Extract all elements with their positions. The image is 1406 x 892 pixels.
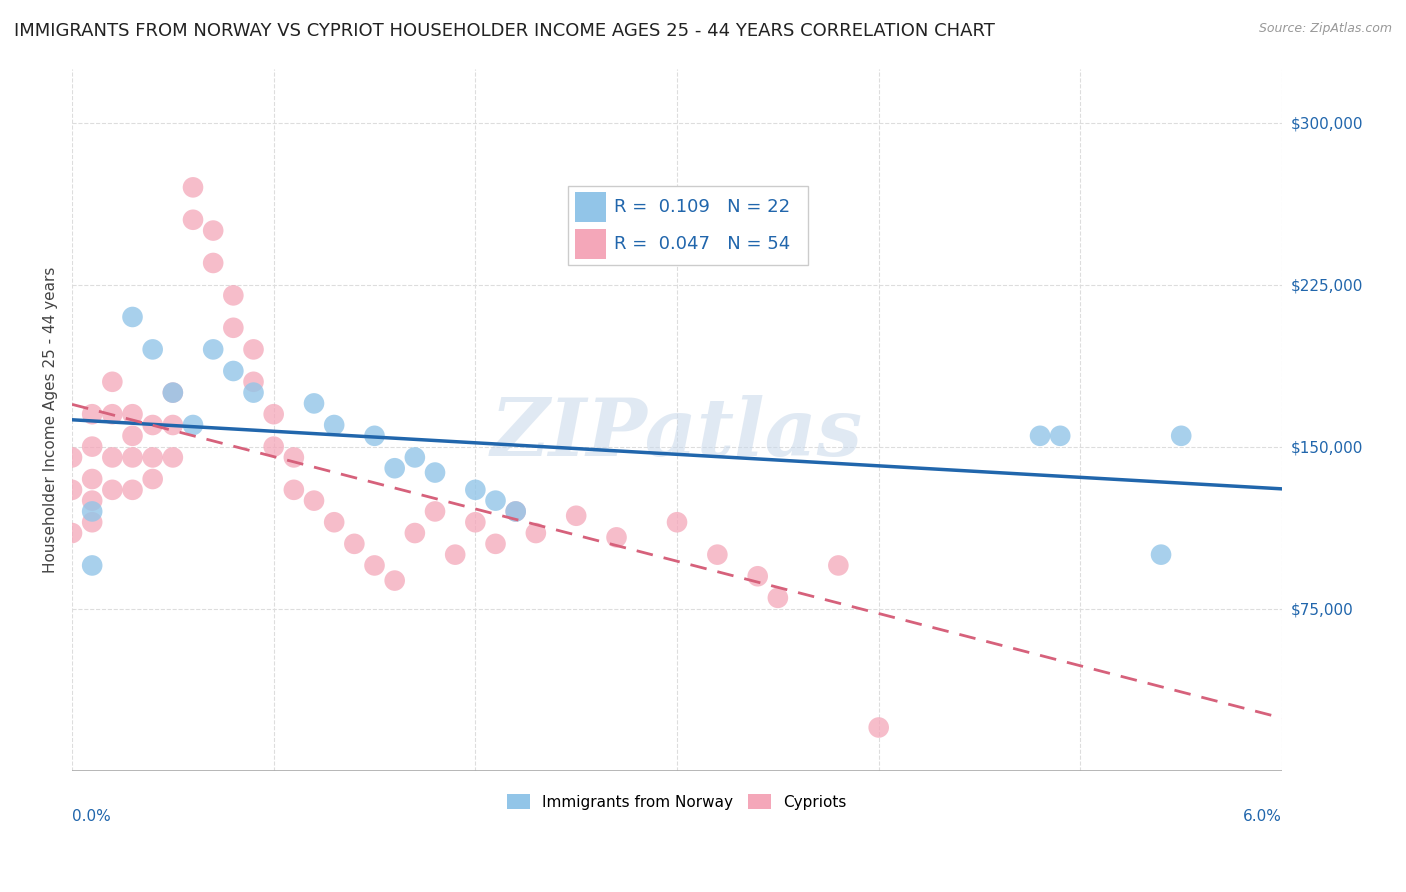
Point <box>1029 429 1052 443</box>
Point <box>384 574 406 588</box>
Point <box>423 504 446 518</box>
Point <box>181 212 204 227</box>
Point <box>181 180 204 194</box>
Point <box>404 526 426 541</box>
Point <box>283 450 305 465</box>
Point <box>82 493 104 508</box>
Point <box>766 591 789 605</box>
Point <box>60 450 83 465</box>
Text: ZIPatlas: ZIPatlas <box>491 395 863 473</box>
Point <box>323 417 346 432</box>
Point <box>202 256 225 270</box>
Point <box>121 407 143 421</box>
Point <box>121 483 143 497</box>
Point <box>464 515 486 529</box>
Point <box>464 483 486 497</box>
Point <box>1150 548 1173 562</box>
Point <box>363 429 385 443</box>
Point <box>101 450 124 465</box>
Point <box>82 515 104 529</box>
Point <box>706 548 728 562</box>
Point <box>82 472 104 486</box>
Point <box>384 461 406 475</box>
Point <box>101 375 124 389</box>
Point <box>242 385 264 400</box>
Point <box>142 472 165 486</box>
Point <box>101 407 124 421</box>
Point <box>666 515 689 529</box>
Text: IMMIGRANTS FROM NORWAY VS CYPRIOT HOUSEHOLDER INCOME AGES 25 - 44 YEARS CORRELAT: IMMIGRANTS FROM NORWAY VS CYPRIOT HOUSEH… <box>14 22 995 40</box>
Point <box>827 558 849 573</box>
Point <box>444 548 467 562</box>
Point <box>60 483 83 497</box>
Point <box>82 440 104 454</box>
Point <box>323 515 346 529</box>
Point <box>423 466 446 480</box>
Point <box>868 721 890 735</box>
Point <box>302 396 325 410</box>
Point <box>202 223 225 237</box>
Point <box>121 310 143 324</box>
Point <box>565 508 588 523</box>
Point <box>82 504 104 518</box>
Point <box>363 558 385 573</box>
Point <box>82 558 104 573</box>
Point <box>404 450 426 465</box>
Point <box>162 450 184 465</box>
Text: R =  0.109   N = 22: R = 0.109 N = 22 <box>613 198 790 217</box>
Point <box>101 483 124 497</box>
Point <box>60 526 83 541</box>
Text: 6.0%: 6.0% <box>1243 809 1282 824</box>
Point <box>222 364 245 378</box>
Point <box>242 375 264 389</box>
Point <box>302 493 325 508</box>
Text: 0.0%: 0.0% <box>72 809 111 824</box>
Point <box>162 385 184 400</box>
Point <box>242 343 264 357</box>
Point <box>142 343 165 357</box>
Point <box>121 429 143 443</box>
Point <box>142 417 165 432</box>
Point <box>505 504 527 518</box>
Point <box>263 407 285 421</box>
Text: R =  0.047   N = 54: R = 0.047 N = 54 <box>613 235 790 252</box>
Point <box>484 537 506 551</box>
Text: Source: ZipAtlas.com: Source: ZipAtlas.com <box>1258 22 1392 36</box>
Point <box>524 526 547 541</box>
Point <box>484 493 506 508</box>
Point <box>202 343 225 357</box>
Point <box>162 385 184 400</box>
Point <box>162 417 184 432</box>
Point <box>605 530 627 544</box>
Point <box>1049 429 1071 443</box>
Point <box>222 288 245 302</box>
Point <box>181 417 204 432</box>
Point <box>505 504 527 518</box>
Y-axis label: Householder Income Ages 25 - 44 years: Householder Income Ages 25 - 44 years <box>44 267 58 573</box>
Point <box>82 407 104 421</box>
Point <box>283 483 305 497</box>
Point <box>1170 429 1192 443</box>
Point <box>263 440 285 454</box>
Point <box>343 537 366 551</box>
Point <box>747 569 769 583</box>
Point <box>222 320 245 334</box>
Point <box>121 450 143 465</box>
Point <box>142 450 165 465</box>
Legend: Immigrants from Norway, Cypriots: Immigrants from Norway, Cypriots <box>501 788 853 815</box>
